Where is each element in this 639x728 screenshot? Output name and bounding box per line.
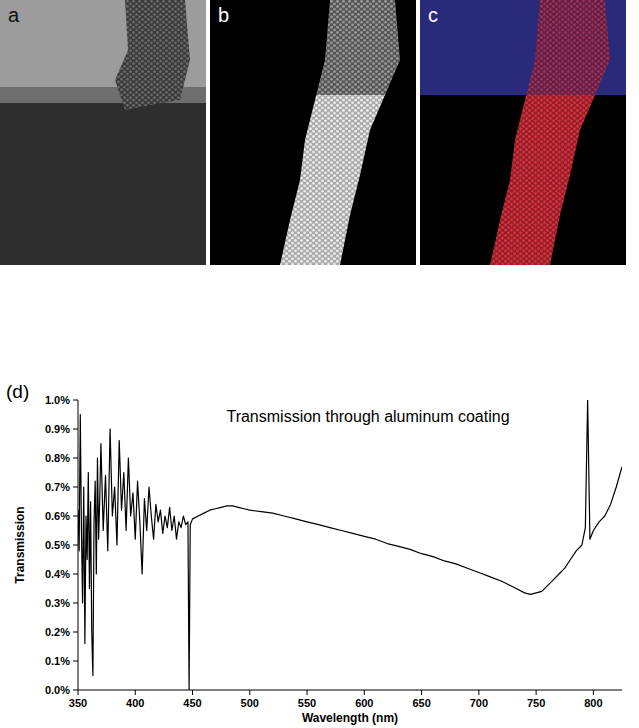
y-tick [73, 429, 78, 430]
background [420, 0, 626, 265]
x-tick-label: 550 [298, 697, 316, 709]
panel-label: (d) [6, 381, 29, 402]
micrograph [210, 0, 416, 265]
x-tick [78, 690, 79, 695]
panel-label: a [8, 4, 20, 26]
panel-label: c [428, 4, 438, 26]
x-tick [135, 690, 136, 695]
micrograph [420, 0, 626, 265]
x-tick-label: 750 [527, 697, 545, 709]
y-tick-label: 0.1% [45, 655, 70, 667]
x-tick [536, 690, 537, 695]
y-tick [73, 603, 78, 604]
x-tick [478, 690, 479, 695]
y-tick [73, 690, 78, 691]
x-tick-label: 450 [183, 697, 201, 709]
y-tick [73, 545, 78, 546]
y-tick-label: 0.3% [45, 597, 70, 609]
micrograph [0, 0, 206, 265]
y-tick [73, 400, 78, 401]
y-tick-label: 0.4% [45, 568, 70, 580]
y-tick-label: 1.0% [45, 394, 70, 406]
y-tick-label: 0.0% [45, 684, 70, 696]
plot-area [78, 400, 622, 690]
panel-label: b [218, 4, 229, 26]
chart-title: Transmission through aluminum coating [226, 408, 509, 425]
y-tick [73, 516, 78, 517]
y-tick [73, 487, 78, 488]
crystal-coated [490, 0, 610, 95]
x-axis [78, 690, 622, 691]
crystal-bright [490, 95, 610, 265]
crystal-coated [280, 0, 400, 95]
x-tick-label: 600 [355, 697, 373, 709]
x-axis-title: Wavelength (nm) [302, 711, 398, 725]
y-tick [73, 632, 78, 633]
x-tick-label: 400 [126, 697, 144, 709]
y-tick-label: 0.6% [45, 510, 70, 522]
y-tick-label: 0.5% [45, 539, 70, 551]
x-tick [364, 690, 365, 695]
y-tick [73, 574, 78, 575]
x-tick-label: 800 [584, 697, 602, 709]
y-tick [73, 458, 78, 459]
crystal-bright [280, 95, 400, 265]
x-tick [593, 690, 594, 695]
background [210, 0, 416, 265]
y-tick-label: 0.8% [45, 452, 70, 464]
x-tick [249, 690, 250, 695]
x-tick [421, 690, 422, 695]
figure: a b c (d) 0.0% 0.1% 0.2% 0.3% 0.4% 0.5% 0.6% 0.7% 0.… [0, 0, 639, 728]
y-tick-label: 0.7% [45, 481, 70, 493]
y-tick-label: 0.2% [45, 626, 70, 638]
x-tick-label: 350 [69, 697, 87, 709]
x-tick-label: 700 [470, 697, 488, 709]
y-tick [73, 661, 78, 662]
y-axis-title: Transmission [13, 506, 27, 583]
x-tick-label: 500 [241, 697, 259, 709]
y-tick-label: 0.9% [45, 423, 70, 435]
crystal [115, 0, 190, 110]
transmission-line [78, 400, 622, 690]
x-tick-label: 650 [412, 697, 430, 709]
x-tick [307, 690, 308, 695]
x-tick [192, 690, 193, 695]
substrate [0, 103, 206, 265]
